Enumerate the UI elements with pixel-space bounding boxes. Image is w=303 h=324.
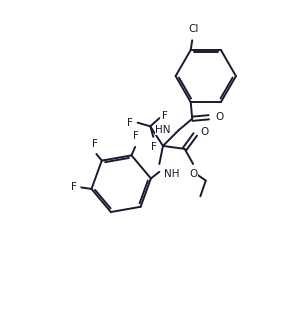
Text: F: F (71, 182, 76, 192)
Text: O: O (215, 112, 224, 122)
Text: F: F (92, 139, 98, 148)
Text: F: F (133, 132, 139, 142)
Text: NH: NH (164, 169, 179, 179)
Text: F: F (151, 142, 157, 152)
Text: O: O (190, 169, 198, 179)
Text: F: F (162, 111, 168, 121)
Text: F: F (127, 118, 133, 128)
Text: HN: HN (155, 125, 170, 134)
Text: Cl: Cl (188, 24, 199, 34)
Text: O: O (201, 127, 209, 137)
